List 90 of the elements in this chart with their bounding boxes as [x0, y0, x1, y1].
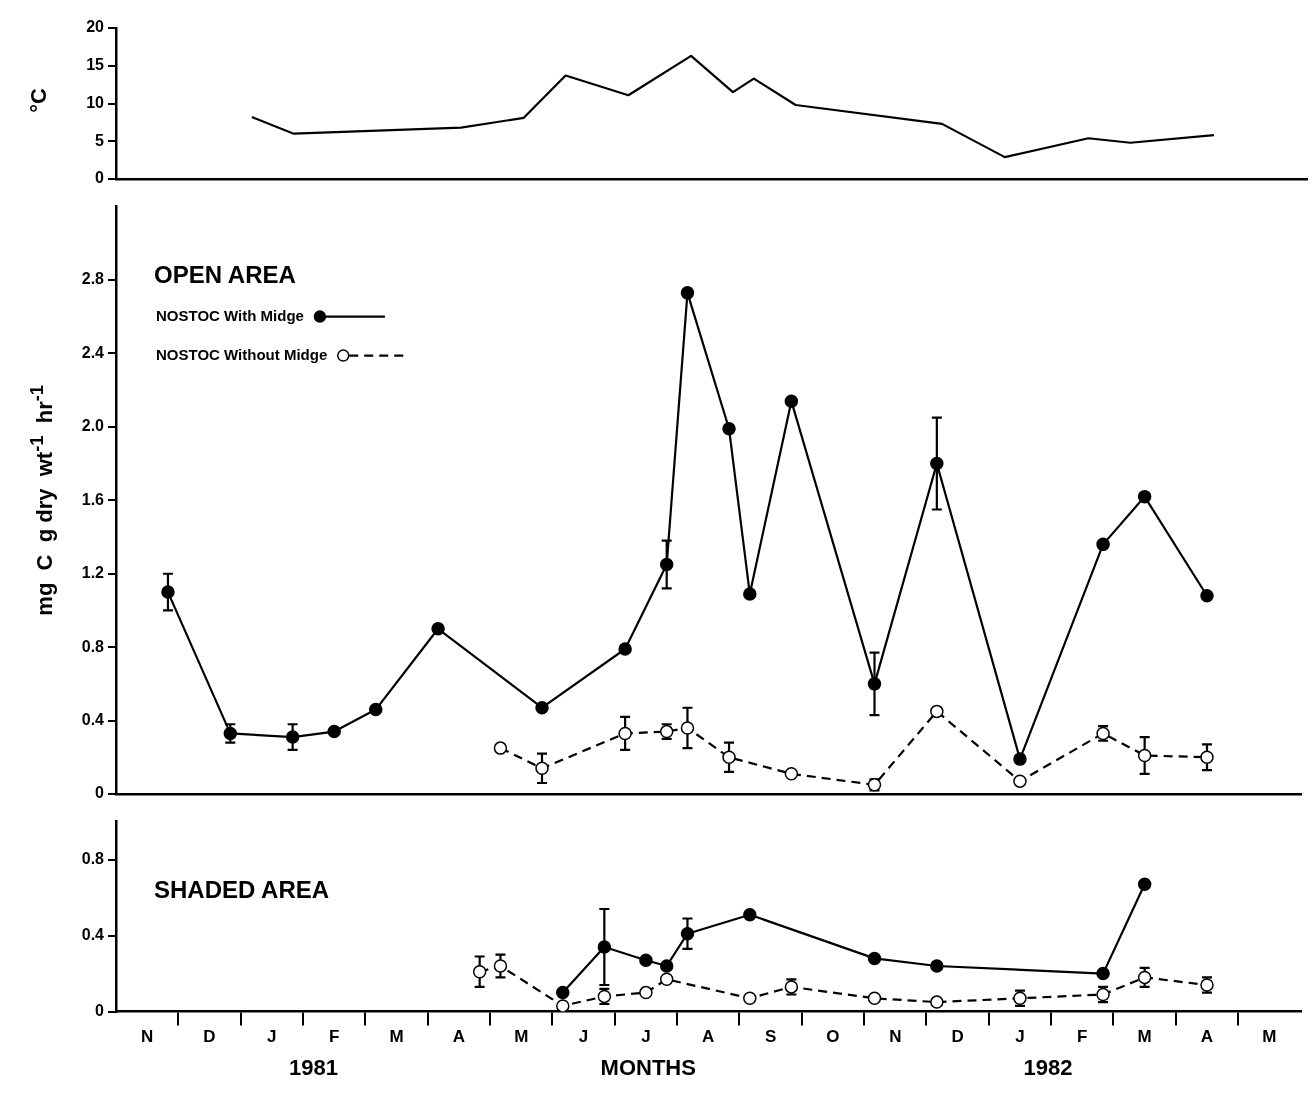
- point: [1096, 537, 1110, 552]
- x-tick-label: D: [951, 1027, 964, 1047]
- point: [1137, 748, 1152, 763]
- point: [618, 726, 632, 741]
- point: [1013, 774, 1027, 788]
- point: [743, 991, 757, 1006]
- point: [618, 642, 632, 656]
- point: [493, 741, 508, 755]
- y-tick-label: 0.4: [81, 926, 105, 944]
- y-tick-label: 10: [86, 93, 105, 111]
- point: [535, 761, 549, 776]
- point: [784, 394, 799, 408]
- point: [867, 951, 882, 966]
- point: [556, 999, 570, 1012]
- x-tick-label: N: [889, 1027, 902, 1047]
- x-tick-label: O: [826, 1027, 840, 1047]
- x-tick-label: A: [452, 1027, 466, 1047]
- y-tick-label: 1.2: [81, 564, 105, 582]
- point: [680, 721, 695, 735]
- point: [722, 750, 736, 765]
- point: [597, 940, 612, 954]
- y-tick-label: 2.4: [81, 343, 105, 361]
- x-tick-label: J: [1015, 1027, 1025, 1047]
- point: [930, 704, 944, 719]
- x-tick-label: S: [764, 1027, 777, 1047]
- x-tick-label: A: [702, 1027, 715, 1047]
- point: [1096, 966, 1110, 981]
- point: [639, 985, 653, 1000]
- point: [722, 421, 736, 436]
- y-tick-label: 0: [95, 1002, 105, 1020]
- x-tick-label: A: [1200, 1027, 1214, 1047]
- point: [1013, 752, 1027, 766]
- text: SHADED AREA: [154, 876, 330, 904]
- point: [535, 700, 549, 715]
- point: [659, 972, 674, 987]
- x-axis-title: MONTHS: [600, 1055, 696, 1081]
- x-tick-label: F: [1077, 1027, 1088, 1047]
- text: 1981: [289, 1055, 338, 1081]
- point: [1137, 970, 1152, 985]
- point: [1137, 489, 1152, 504]
- text: OPEN AREA: [154, 261, 296, 289]
- point: [867, 677, 882, 691]
- point: [369, 702, 383, 717]
- x-tick-label: D: [203, 1027, 216, 1047]
- y-tick-label: 0.8: [81, 850, 105, 868]
- point: [659, 959, 674, 973]
- y-axis-title: °C: [26, 88, 52, 113]
- point: [743, 587, 757, 601]
- point: [867, 991, 882, 1006]
- y-tick-label: 0: [95, 784, 105, 802]
- y-tick-label: 0.8: [81, 637, 105, 655]
- text: 1982: [1023, 1055, 1073, 1081]
- x-tick-label: M: [389, 1027, 404, 1047]
- x-tick-label: M: [1262, 1027, 1277, 1047]
- point: [472, 964, 487, 979]
- point: [1200, 750, 1214, 765]
- point: [493, 959, 508, 973]
- point: [1200, 589, 1214, 603]
- point: [680, 286, 695, 300]
- x-tick-label: F: [329, 1027, 340, 1047]
- y-tick-label: 2.0: [81, 417, 105, 435]
- point: [784, 767, 799, 781]
- y-tick-label: 0: [95, 169, 105, 187]
- point: [639, 953, 653, 968]
- point: [930, 995, 944, 1009]
- point: [161, 585, 175, 599]
- y-tick-label: 15: [86, 56, 105, 74]
- x-tick-label: J: [641, 1027, 651, 1047]
- y-tick-label: 5: [95, 131, 105, 149]
- x-tick-label: M: [1137, 1027, 1152, 1047]
- point: [556, 985, 570, 1000]
- point: [930, 456, 944, 471]
- x-tick-label: J: [267, 1027, 277, 1047]
- y-tick-label: 0.4: [81, 710, 105, 728]
- x-tick-label: N: [141, 1027, 154, 1047]
- legend-label: NOSTOC With Midge: [156, 306, 304, 324]
- legend-label: NOSTOC Without Midge: [156, 345, 328, 363]
- point: [680, 926, 695, 941]
- point: [743, 907, 757, 922]
- point: [930, 959, 944, 973]
- point: [1137, 877, 1152, 892]
- y-tick-label: 20: [86, 18, 105, 36]
- point: [431, 622, 445, 636]
- x-tick-label: M: [514, 1027, 529, 1047]
- point: [327, 724, 341, 739]
- point: [659, 557, 674, 572]
- y-tick-label: 2.8: [81, 270, 105, 288]
- x-tick-label: J: [578, 1027, 589, 1047]
- y-tick-label: 1.6: [81, 490, 105, 508]
- point: [285, 730, 300, 744]
